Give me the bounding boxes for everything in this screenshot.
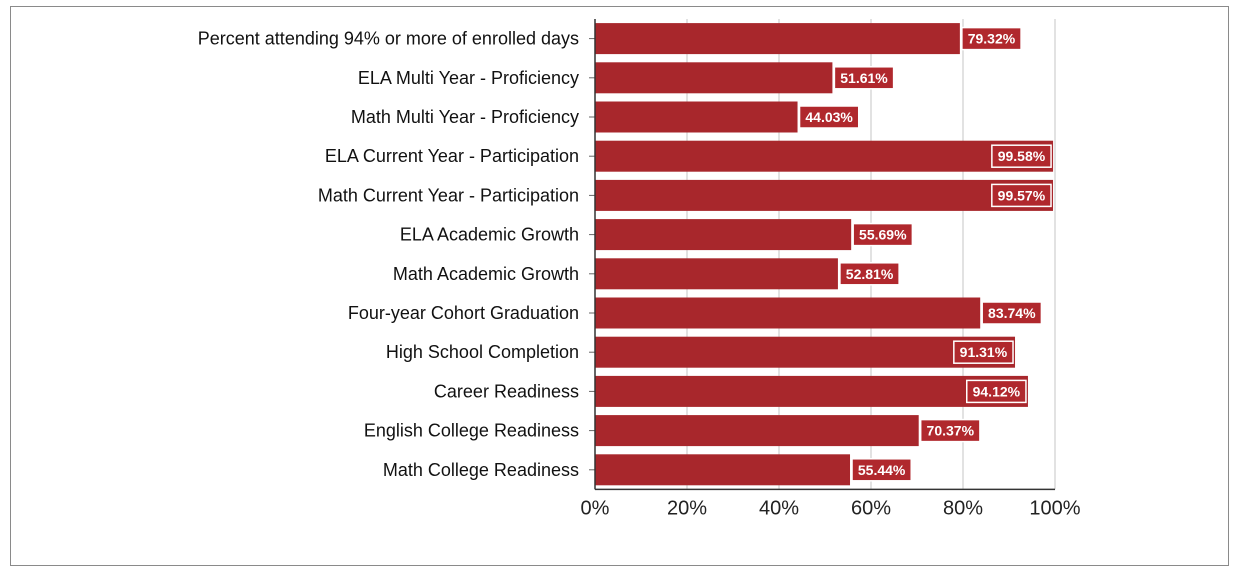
category-label: Percent attending 94% or more of enrolle… xyxy=(198,29,579,49)
category-label: Math Multi Year - Proficiency xyxy=(351,107,579,127)
value-label: 99.57% xyxy=(998,187,1046,203)
value-label-box xyxy=(981,301,1043,325)
category-label: Math College Readiness xyxy=(383,460,579,480)
bar xyxy=(595,23,960,55)
axes: 0% 20% 40% 60% 80% 100% xyxy=(581,19,1081,519)
value-labels: 79.32% 51.61% 44.03% 99.58% 99.57% 55.69% 52.8… xyxy=(798,26,1052,482)
value-label: 44.03% xyxy=(805,109,853,125)
value-label: 52.81% xyxy=(846,266,894,282)
value-label-box xyxy=(839,262,900,286)
value-label: 51.61% xyxy=(840,70,888,86)
value-label: 94.12% xyxy=(973,383,1021,399)
bar xyxy=(595,297,981,329)
bar xyxy=(595,179,1054,211)
value-label-box xyxy=(852,222,914,247)
category-label: Math Academic Growth xyxy=(393,264,579,284)
category-label: ELA Academic Growth xyxy=(400,225,579,245)
x-tick-label: 80% xyxy=(943,497,983,519)
value-label: 99.58% xyxy=(998,148,1046,164)
value-label: 91.31% xyxy=(960,344,1008,360)
value-label: 70.37% xyxy=(927,423,975,439)
x-tick-label: 40% xyxy=(759,497,799,519)
x-tick-label: 20% xyxy=(667,497,707,519)
value-label-box xyxy=(919,418,981,443)
value-label: 55.44% xyxy=(858,462,906,478)
x-tick-label: 60% xyxy=(851,497,891,519)
bar xyxy=(595,258,838,290)
grid-lines xyxy=(686,19,1056,490)
bars xyxy=(595,23,1054,486)
bar xyxy=(595,375,1028,407)
value-label: 83.74% xyxy=(988,305,1036,321)
category-label: Four-year Cohort Graduation xyxy=(348,303,579,323)
value-label-box xyxy=(991,183,1052,208)
category-label: ELA Multi Year - Proficiency xyxy=(358,68,579,88)
x-tick-label: 0% xyxy=(581,497,610,519)
category-label: Math Current Year - Participation xyxy=(318,185,579,205)
bar xyxy=(595,140,1054,172)
value-label: 79.32% xyxy=(968,31,1016,47)
category-label: English College Readiness xyxy=(364,421,579,441)
bar xyxy=(595,101,798,133)
bar xyxy=(595,454,851,486)
value-label-box xyxy=(966,379,1027,404)
value-label: 55.69% xyxy=(859,227,907,243)
bar-chart: 79.32% 51.61% 44.03% 99.58% 99.57% 55.69% 52.8… xyxy=(198,19,1081,519)
category-labels: Percent attending 94% or more of enrolle… xyxy=(198,29,579,480)
value-label-box xyxy=(851,458,912,482)
value-label-box xyxy=(961,26,1022,51)
category-label: High School Completion xyxy=(386,342,579,362)
bar xyxy=(595,62,833,94)
value-label-box xyxy=(798,105,860,129)
bar xyxy=(595,219,852,251)
category-label: ELA Current Year - Participation xyxy=(325,146,579,166)
x-tick-label: 100% xyxy=(1029,497,1080,519)
category-label: Career Readiness xyxy=(434,381,579,401)
value-label-box xyxy=(833,66,895,90)
bar xyxy=(595,415,919,447)
bar xyxy=(595,336,1016,368)
value-label-box xyxy=(953,340,1014,364)
value-label-box xyxy=(991,144,1052,168)
